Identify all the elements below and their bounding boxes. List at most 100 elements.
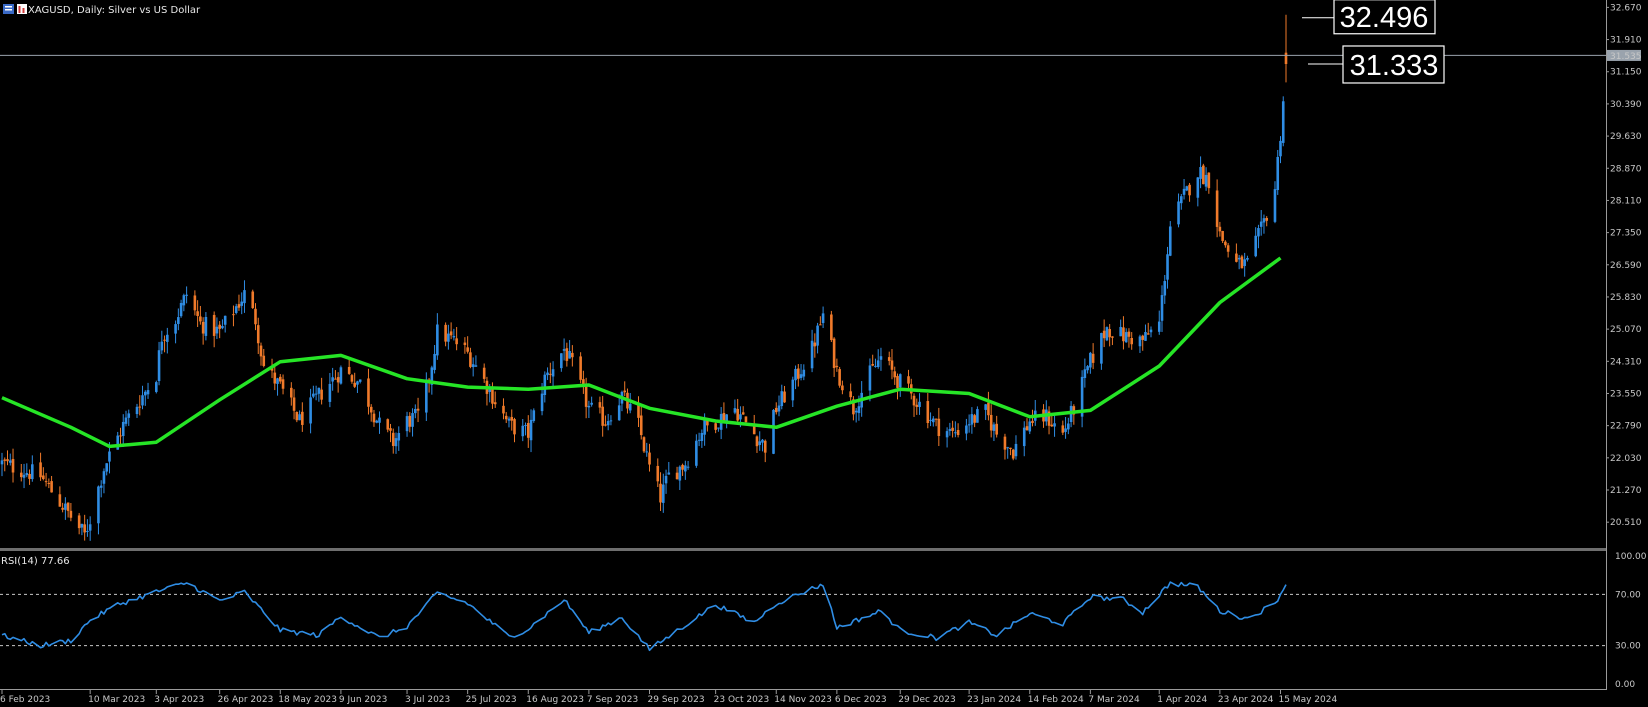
candle <box>606 413 610 431</box>
candle-body <box>551 369 555 377</box>
candle-body <box>1202 165 1205 185</box>
candle-body <box>290 387 293 398</box>
candle <box>995 415 998 438</box>
candle <box>469 347 472 369</box>
candle-body <box>0 460 4 465</box>
candle-body <box>66 502 70 511</box>
candle-body <box>739 414 742 420</box>
candle-body <box>157 350 161 382</box>
candle <box>237 294 241 311</box>
candle <box>1047 406 1051 435</box>
candle-body <box>86 530 89 532</box>
candle <box>513 417 516 443</box>
candle <box>262 348 266 368</box>
candle-body <box>160 341 164 351</box>
candle <box>1163 274 1167 304</box>
candle-body <box>587 405 591 408</box>
candle-body <box>1080 376 1084 417</box>
candle-body <box>177 317 180 324</box>
candle <box>394 432 398 454</box>
candle <box>821 306 825 329</box>
candle <box>1050 414 1054 427</box>
candle-body <box>954 432 957 434</box>
candle-body <box>736 408 739 421</box>
candle-body <box>813 342 817 347</box>
candle-body <box>791 379 795 401</box>
candle <box>772 409 775 455</box>
candle-body <box>1177 201 1180 225</box>
candle <box>568 340 571 359</box>
candle-body <box>854 410 858 413</box>
candle <box>375 419 379 424</box>
candle-body <box>155 382 158 392</box>
candle-body <box>350 375 354 382</box>
candle-body <box>471 364 475 368</box>
candle-body <box>970 414 974 425</box>
candle-body <box>1025 426 1029 431</box>
candle <box>934 418 938 427</box>
candle-body <box>135 406 139 415</box>
candle <box>777 395 781 417</box>
candle <box>1022 421 1026 457</box>
candle <box>890 349 894 380</box>
candle <box>642 436 646 453</box>
candle-body <box>639 415 643 436</box>
candle <box>868 358 872 402</box>
candle-body <box>201 321 205 334</box>
candle <box>1122 316 1125 350</box>
price-tick-label: 31.150 <box>1610 68 1642 78</box>
candle-body <box>430 367 434 385</box>
time-axis-ticks: 6 Feb 2023 10 Mar 2023 3 Apr 2023 26 Apr 20… <box>0 689 1337 705</box>
candle-body <box>1235 253 1238 262</box>
high-callout: 32.496 <box>1302 0 1436 35</box>
candle-body <box>8 460 12 463</box>
candle-body <box>179 302 183 317</box>
candle-body <box>529 419 533 441</box>
candle-body <box>1196 177 1200 198</box>
candle <box>350 374 354 384</box>
candle <box>397 426 401 451</box>
candle-body <box>758 441 762 445</box>
candle <box>463 337 467 354</box>
candle-body <box>433 353 436 370</box>
candle <box>791 376 795 407</box>
candle <box>0 452 4 477</box>
candle-body <box>466 347 469 352</box>
candle-body <box>11 458 15 473</box>
price-axis: 32.670 31.910 31.150 30.390 29.630 28.870 28.1… <box>1606 0 1647 690</box>
candle <box>102 468 106 494</box>
candle <box>411 408 414 437</box>
candle <box>838 366 841 388</box>
candle-body <box>1105 327 1109 341</box>
candle-body <box>1124 332 1128 343</box>
candle <box>819 316 822 326</box>
candle-body <box>849 391 852 398</box>
candle-body <box>967 424 971 426</box>
time-tick-label: 3 Jul 2023 <box>405 695 450 705</box>
candle-body <box>763 440 767 453</box>
candle-body <box>772 409 775 454</box>
rsi-tick-label: 30.00 <box>1615 642 1641 652</box>
candle-body <box>507 418 511 421</box>
candle <box>482 363 486 383</box>
candle <box>433 345 436 374</box>
candle <box>31 455 34 482</box>
candle <box>449 322 453 340</box>
candle <box>221 319 224 330</box>
candle <box>143 390 147 406</box>
candle-body <box>1146 333 1150 335</box>
candle <box>684 460 687 480</box>
candle-body <box>369 406 373 413</box>
candle <box>609 415 613 426</box>
candle <box>64 497 67 520</box>
candle <box>88 516 92 541</box>
candle-body <box>879 356 883 360</box>
candle-body <box>234 306 238 313</box>
candle <box>259 342 263 366</box>
candle-body <box>99 485 103 488</box>
candle-body <box>121 421 125 437</box>
price-tick-label: 23.550 <box>1610 389 1642 399</box>
candle-body <box>755 436 759 447</box>
candle-body <box>124 417 128 424</box>
